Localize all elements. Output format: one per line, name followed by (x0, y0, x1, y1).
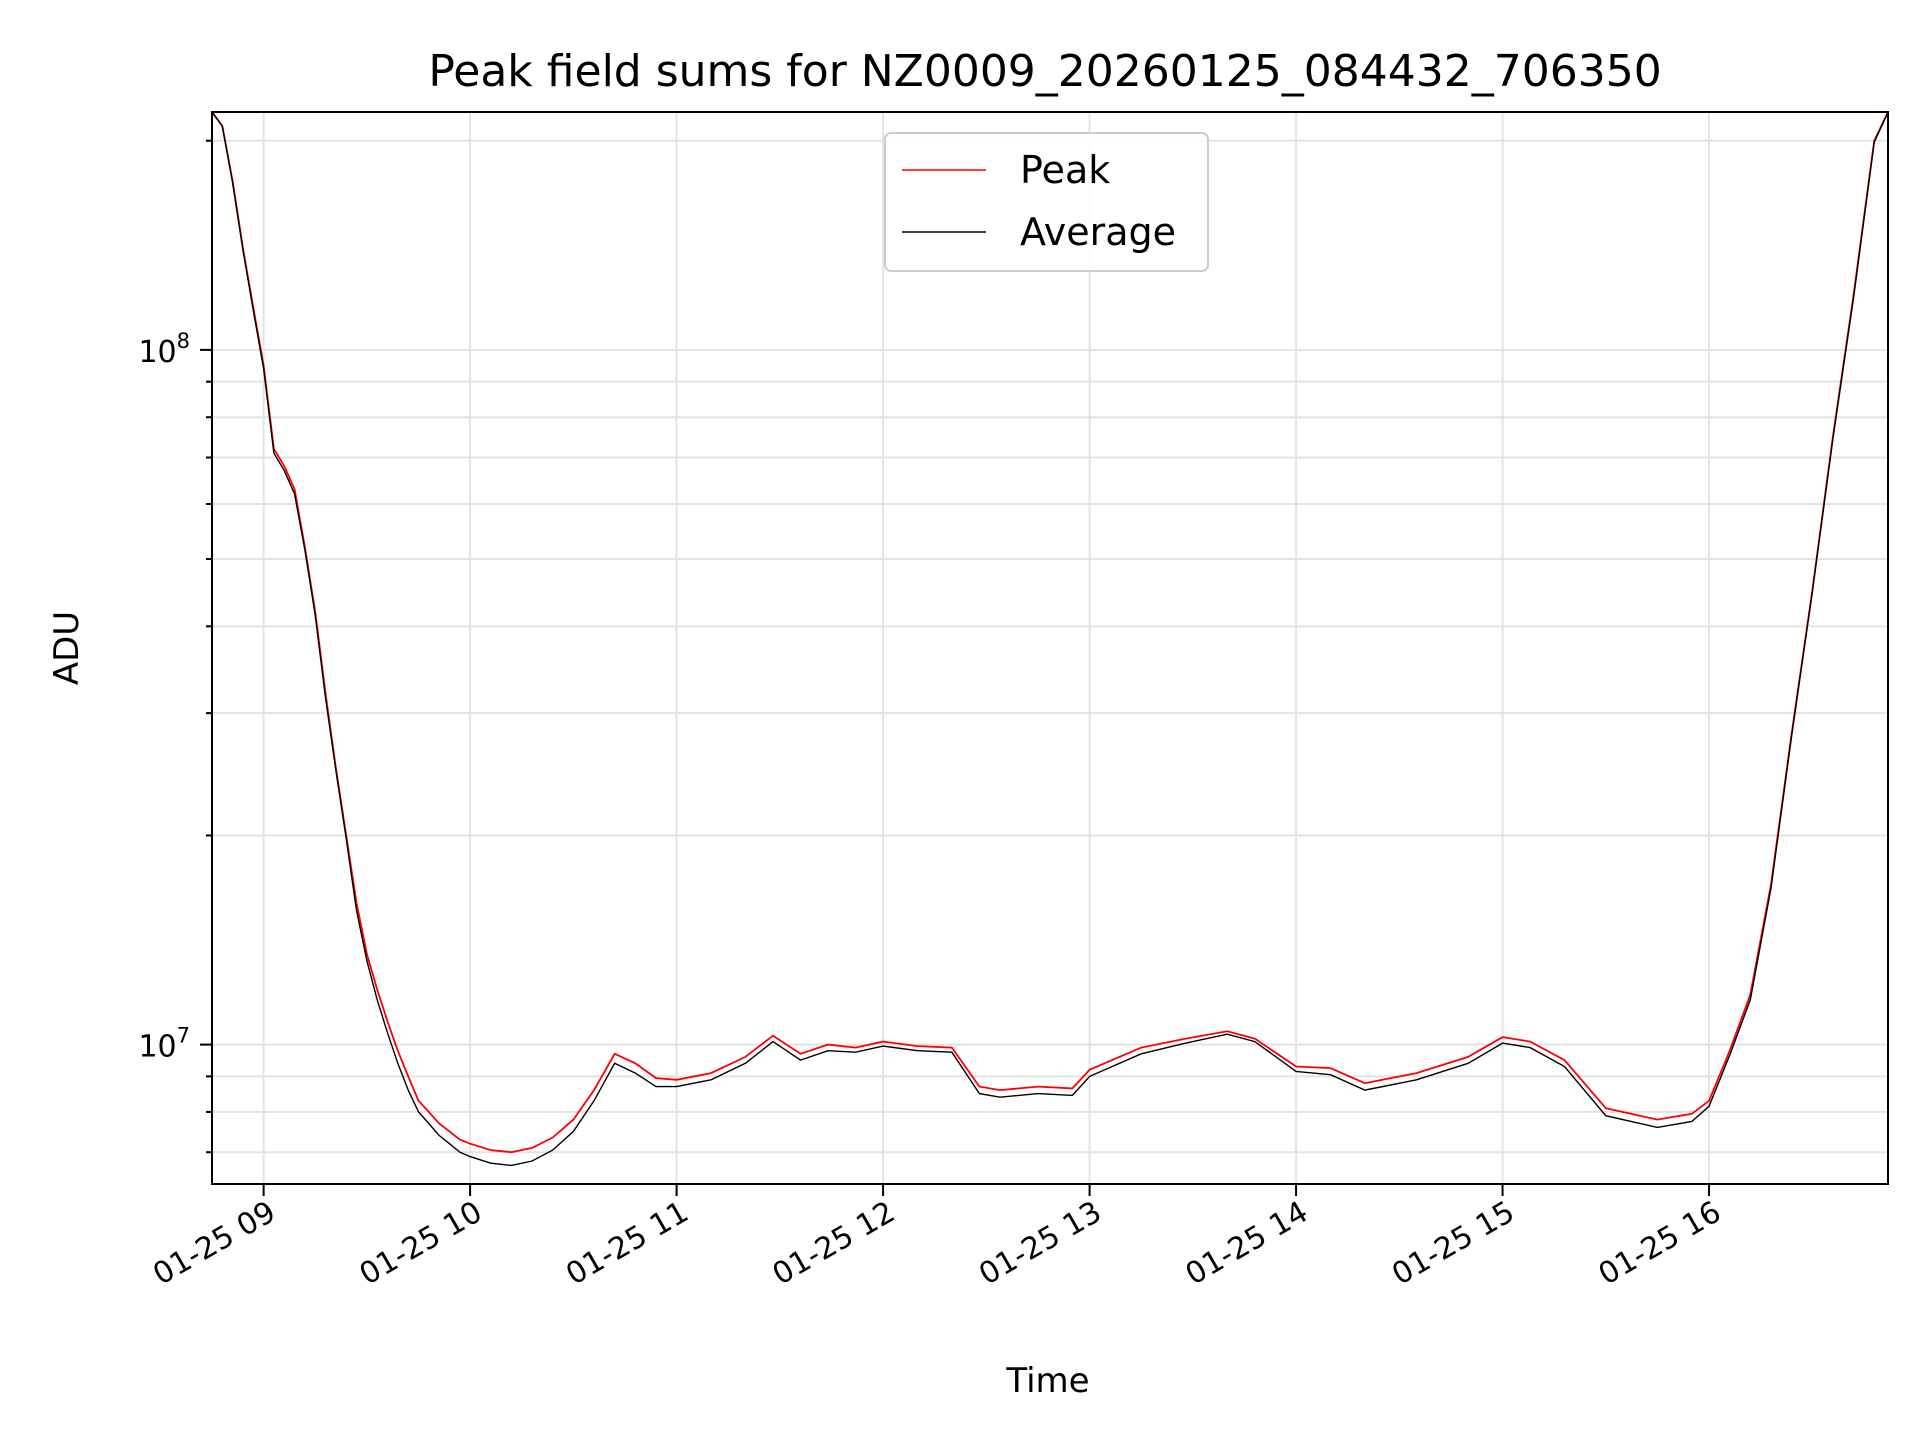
x-axis-title: Time (1005, 1361, 1089, 1401)
legend-box (884, 132, 1209, 272)
legend-label-average: Average (1020, 210, 1176, 254)
y-axis-title: ADU (47, 611, 87, 685)
y-tick-label: 108 (138, 329, 190, 370)
legend-label-peak: Peak (1020, 148, 1110, 192)
chart-title: Peak field sums for NZ0009_20260125_0844… (428, 46, 1661, 97)
series-line-average (212, 112, 1888, 1167)
plot-lines (212, 112, 1888, 1167)
axes-frame (211, 111, 1889, 1185)
legend: Peak Average (884, 132, 1209, 272)
y-axis-ticks: 107 108 (138, 139, 212, 1154)
y-tick-label: 107 (138, 1024, 190, 1065)
